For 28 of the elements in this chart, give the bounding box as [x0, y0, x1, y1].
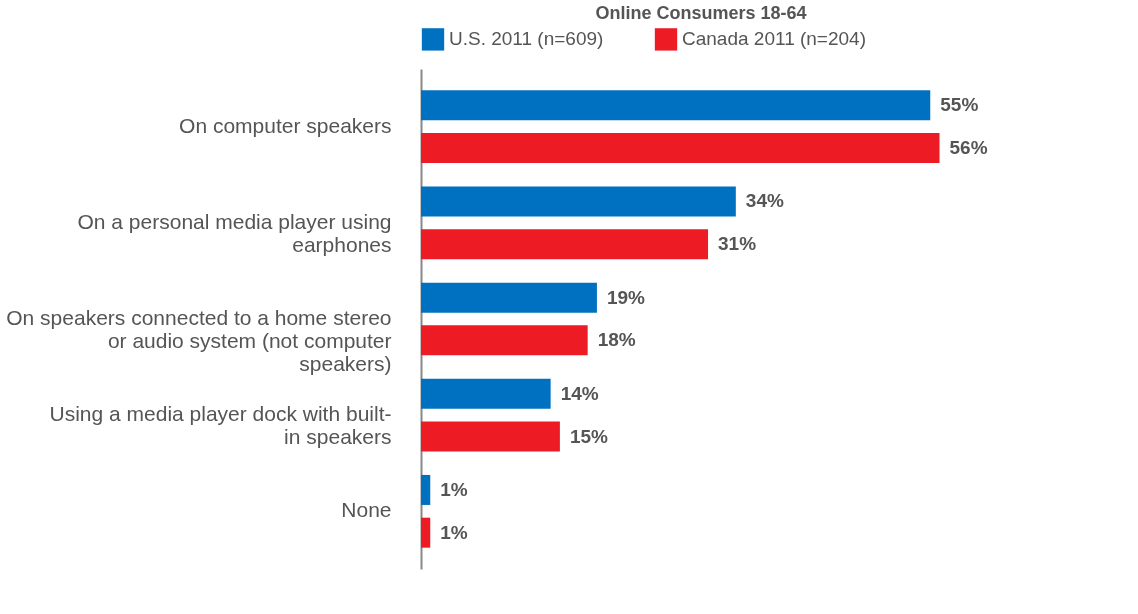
data-label: 55%	[940, 94, 979, 116]
data-label: 1%	[440, 478, 468, 500]
data-label: 14%	[560, 382, 599, 404]
bar	[421, 421, 560, 452]
bar	[421, 282, 597, 313]
data-label: 34%	[745, 190, 784, 212]
bar	[421, 133, 940, 164]
legend-label: U.S. 2011 (n=609)	[449, 28, 604, 50]
bar	[421, 378, 551, 409]
bar	[421, 325, 588, 356]
data-label: 56%	[949, 137, 988, 159]
y-tick-label: On a personal media player using earphones	[77, 209, 392, 256]
data-label: 1%	[440, 521, 468, 543]
bar	[421, 517, 431, 548]
data-label: 31%	[718, 233, 757, 255]
y-tick-label: On computer speakers	[179, 113, 392, 137]
legend-label: Canada 2011 (n=204)	[682, 28, 866, 50]
chart-title: Online Consumers 18-64	[595, 3, 807, 23]
data-label: 19%	[606, 286, 646, 308]
y-tick-label: On speakers connected to a home stereo or audio system (not computer speakers)	[6, 306, 392, 375]
y-tick-label: Using a media player dock with built-in speakers	[49, 402, 392, 449]
y-tick-label: None	[341, 498, 392, 522]
bar	[421, 186, 736, 217]
bar	[421, 229, 709, 260]
data-label: 15%	[569, 425, 609, 447]
data-label: 18%	[597, 329, 636, 351]
bar	[421, 474, 431, 505]
bar	[421, 90, 931, 121]
